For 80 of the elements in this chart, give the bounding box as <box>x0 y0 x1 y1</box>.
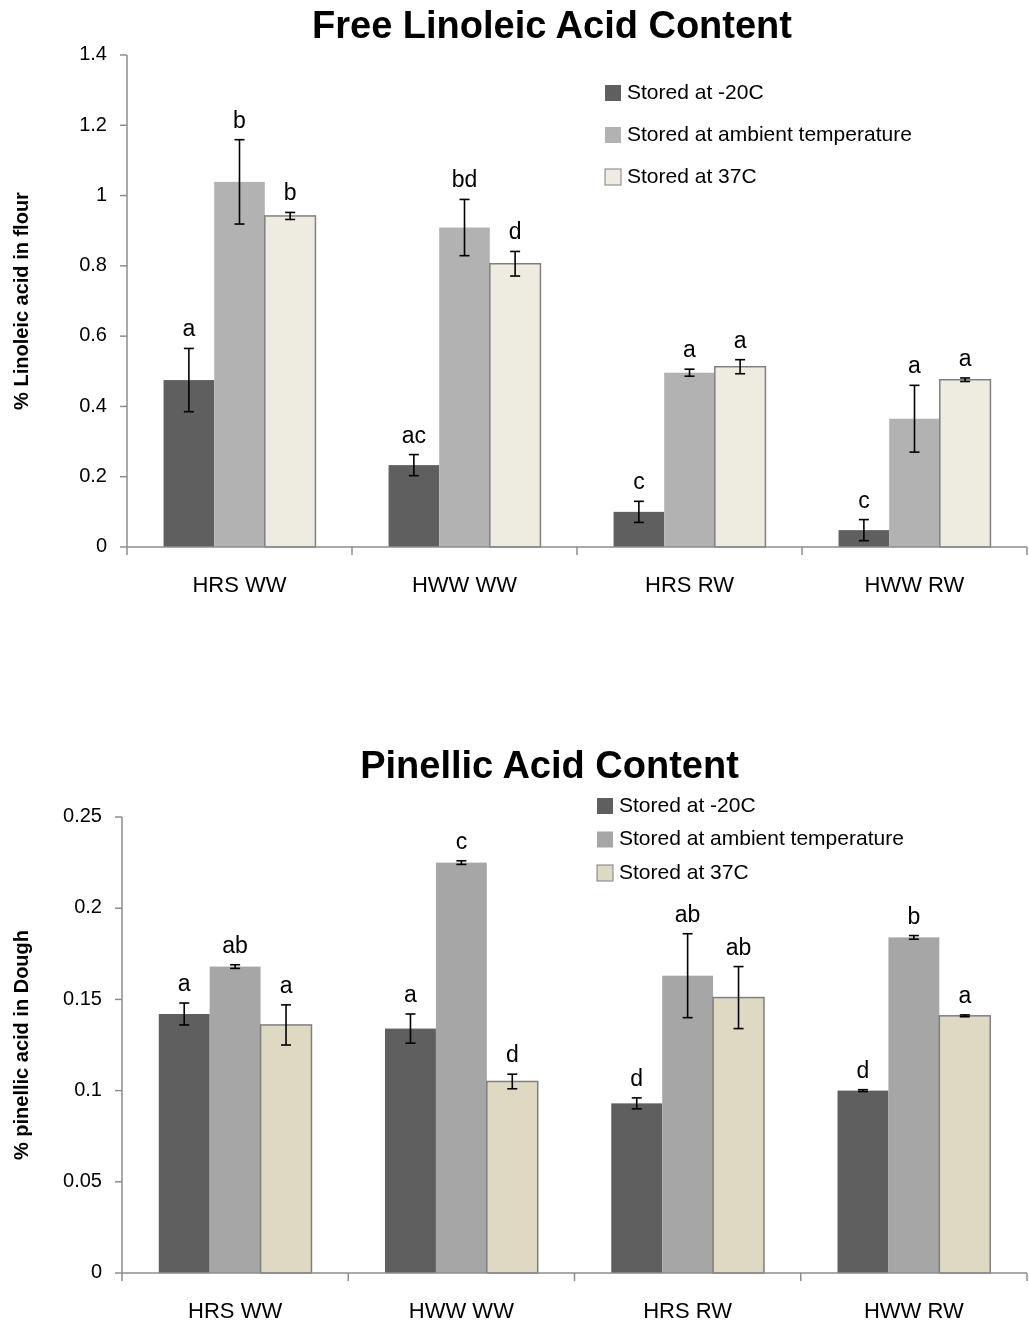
bar <box>837 1090 889 1273</box>
y-tick-label: 1.2 <box>79 112 107 135</box>
bar <box>664 372 715 547</box>
annotation: a <box>279 971 293 998</box>
annotation: d <box>508 218 522 245</box>
y-tick-label: 0.8 <box>79 253 107 276</box>
annotation: ab <box>725 933 752 960</box>
bar <box>214 181 265 547</box>
bar <box>435 862 487 1273</box>
annotation: a <box>683 336 697 363</box>
y-tick-label: 0 <box>90 1260 102 1283</box>
x-tick-label: HRS RW <box>643 1298 733 1323</box>
annotation: b <box>283 179 297 206</box>
annotation: d <box>505 1041 519 1068</box>
annotation: c <box>633 468 645 495</box>
legend-label: Stored at ambient temperature <box>627 121 912 145</box>
bar <box>489 263 542 548</box>
bar <box>714 365 767 548</box>
bar <box>613 511 665 547</box>
bar <box>712 996 765 1274</box>
x-tick-label: HWW WW <box>411 572 518 597</box>
y-tick-label: 0 <box>95 534 107 557</box>
x-tick-label: HRS RW <box>645 572 735 597</box>
bar <box>611 1103 663 1273</box>
legend-label: Stored at ambient temperature <box>619 826 904 850</box>
y-axis-title: % Linoleic acid in flour <box>10 191 32 410</box>
legend-label: Stored at 37C <box>627 163 757 187</box>
bar <box>889 418 940 547</box>
annotation: a <box>958 344 972 371</box>
bar <box>838 530 890 547</box>
annotation: ac <box>401 421 427 448</box>
annotation: a <box>182 315 196 342</box>
annotation: d <box>630 1064 644 1091</box>
y-tick-label: 0.1 <box>74 1077 102 1100</box>
annotation: a <box>733 326 747 353</box>
bar <box>938 1015 991 1274</box>
annotation: c <box>455 827 468 854</box>
y-tick-label: 1 <box>95 182 107 205</box>
annotation: a <box>404 980 418 1007</box>
x-tick-label: HRS WW <box>192 572 287 597</box>
bar <box>486 1080 539 1274</box>
bar <box>209 966 261 1273</box>
annotation: a <box>177 970 191 997</box>
chart-title: Free Linoleic Acid Content <box>312 4 793 46</box>
bar <box>385 1028 436 1273</box>
x-tick-label: HRS WW <box>188 1298 283 1323</box>
bar <box>264 215 317 548</box>
y-tick-label: 0.2 <box>74 895 102 918</box>
annotation: ab <box>674 900 701 927</box>
bar <box>439 227 490 547</box>
annotation: d <box>856 1056 870 1083</box>
chart-title: Pinellic Acid Content <box>360 744 740 786</box>
y-tick-label: 0.25 <box>63 804 102 827</box>
annotation: b <box>233 106 246 133</box>
legend-label: Stored at -20C <box>627 79 764 103</box>
annotation: ab <box>222 931 248 958</box>
y-tick-label: 0.2 <box>79 464 107 486</box>
y-tick-label: 0.6 <box>79 323 107 346</box>
annotation: bd <box>451 166 478 193</box>
x-tick-label: HWW RW <box>863 1298 964 1323</box>
x-tick-label: HWW RW <box>864 572 965 597</box>
annotation: a <box>958 981 972 1008</box>
x-tick-label: HWW WW <box>408 1298 515 1323</box>
y-tick-label: 1.4 <box>79 42 107 65</box>
bar <box>259 1024 313 1274</box>
bar <box>662 975 714 1273</box>
bar <box>388 465 440 547</box>
legend-label: Stored at -20C <box>619 792 756 816</box>
annotation: b <box>907 902 921 929</box>
y-axis-title: % pinellic acid in Dough <box>10 929 32 1161</box>
annotation: a <box>908 352 922 379</box>
bar <box>163 380 215 547</box>
bar <box>939 378 992 548</box>
legend-label: Stored at 37C <box>619 859 749 883</box>
bar <box>158 1013 210 1273</box>
y-tick-label: 0.4 <box>79 393 107 416</box>
y-tick-label: 0.15 <box>63 986 102 1009</box>
y-tick-label: 0.05 <box>63 1169 102 1192</box>
annotation: c <box>858 486 870 513</box>
bar <box>888 937 940 1273</box>
